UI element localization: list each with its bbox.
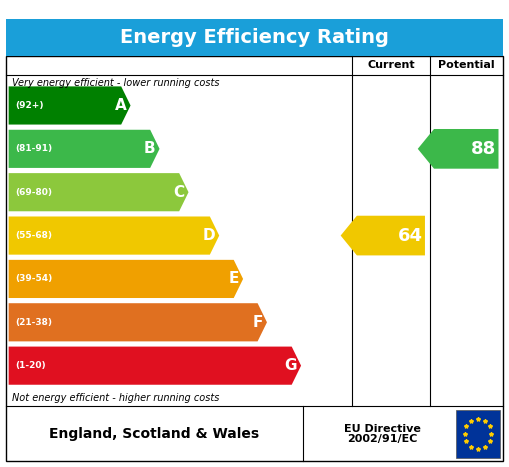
- Polygon shape: [9, 260, 243, 298]
- Polygon shape: [9, 173, 188, 211]
- Text: Current: Current: [367, 60, 415, 71]
- Text: G: G: [285, 358, 297, 373]
- Text: EU Directive: EU Directive: [344, 424, 421, 434]
- Text: Energy Efficiency Rating: Energy Efficiency Rating: [120, 28, 389, 47]
- Text: Not energy efficient - higher running costs: Not energy efficient - higher running co…: [12, 393, 219, 403]
- Text: D: D: [203, 228, 215, 243]
- Text: B: B: [144, 142, 155, 156]
- Text: (81-91): (81-91): [15, 144, 52, 153]
- Polygon shape: [9, 130, 159, 168]
- Bar: [6, 19, 503, 56]
- Text: Potential: Potential: [438, 60, 495, 71]
- Text: (21-38): (21-38): [15, 318, 52, 327]
- Polygon shape: [9, 86, 130, 125]
- Bar: [456, 410, 500, 458]
- Text: Very energy efficient - lower running costs: Very energy efficient - lower running co…: [12, 78, 220, 88]
- Text: 64: 64: [398, 226, 422, 245]
- Text: F: F: [252, 315, 263, 330]
- Polygon shape: [9, 347, 301, 385]
- Text: (55-68): (55-68): [15, 231, 52, 240]
- Text: 88: 88: [471, 140, 496, 158]
- Polygon shape: [418, 129, 498, 169]
- Polygon shape: [9, 217, 219, 255]
- Text: (92+): (92+): [15, 101, 43, 110]
- Text: (1-20): (1-20): [15, 361, 45, 370]
- Text: E: E: [229, 271, 239, 286]
- Polygon shape: [9, 303, 267, 341]
- Text: 2002/91/EC: 2002/91/EC: [347, 434, 418, 445]
- Text: C: C: [174, 185, 184, 200]
- Polygon shape: [341, 216, 425, 255]
- Text: (39-54): (39-54): [15, 275, 52, 283]
- Text: (69-80): (69-80): [15, 188, 52, 197]
- Bar: [6, 56, 503, 461]
- Text: A: A: [115, 98, 126, 113]
- Text: England, Scotland & Wales: England, Scotland & Wales: [49, 427, 260, 441]
